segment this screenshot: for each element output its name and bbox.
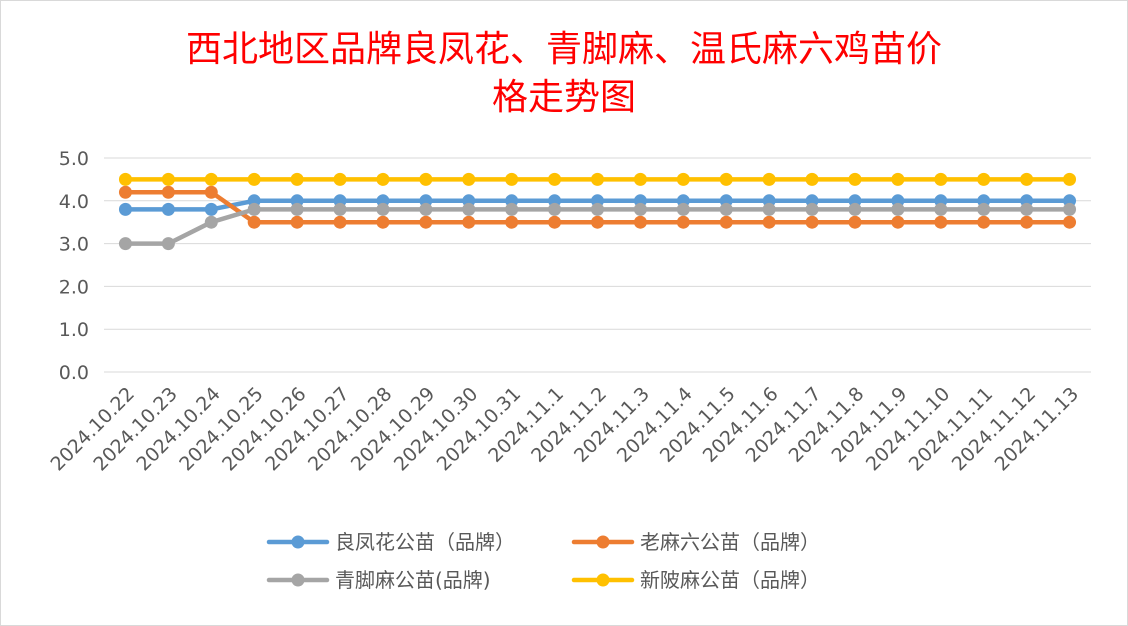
data-point: [1063, 172, 1077, 186]
data-point: [676, 172, 690, 186]
data-point: [719, 215, 733, 229]
data-point: [633, 172, 647, 186]
y-tick-label: 1.0: [59, 319, 89, 341]
data-point: [848, 172, 862, 186]
data-point: [1020, 202, 1034, 216]
data-point: [676, 202, 690, 216]
series-group: [118, 172, 1077, 251]
data-point: [376, 202, 390, 216]
data-point: [376, 172, 390, 186]
data-point: [633, 215, 647, 229]
data-point: [891, 215, 905, 229]
data-point: [934, 172, 948, 186]
data-point: [591, 202, 604, 216]
data-point: [676, 215, 690, 229]
data-point: [762, 215, 776, 229]
data-point: [505, 202, 519, 216]
data-point: [977, 202, 991, 216]
y-tick-label: 3.0: [59, 234, 89, 256]
data-point: [247, 172, 261, 186]
data-point: [204, 202, 218, 216]
data-point: [333, 202, 347, 216]
data-point: [1020, 172, 1034, 186]
data-point: [548, 215, 562, 229]
data-point: [934, 202, 948, 216]
y-tick-label: 2.0: [59, 276, 89, 298]
data-point: [419, 202, 433, 216]
data-point: [762, 202, 776, 216]
data-point: [204, 215, 218, 229]
legend-label: 新陂麻公苗（品牌）: [640, 568, 820, 592]
data-point: [462, 172, 476, 186]
legend-label: 老麻六公苗（品牌）: [640, 530, 820, 554]
x-axis: 2024.10.222024.10.232024.10.242024.10.25…: [47, 383, 1084, 475]
data-point: [934, 215, 948, 229]
legend: 良凤花公苗（品牌） 老麻六公苗（品牌） 青脚麻公苗(品牌) 新陂麻公苗（品牌）: [266, 530, 820, 592]
data-point: [462, 202, 476, 216]
data-point: [161, 172, 175, 186]
legend-item-3: 新陂麻公苗（品牌）: [571, 568, 820, 592]
data-point: [591, 215, 604, 229]
legend-label: 青脚麻公苗(品牌): [335, 568, 491, 592]
data-point: [977, 215, 991, 229]
legend-item-1: 老麻六公苗（品牌）: [571, 530, 820, 554]
data-point: [1063, 202, 1077, 216]
y-axis: 0.0 1.0 2.0 3.0 4.0 5.0: [59, 148, 89, 384]
data-point: [591, 172, 604, 186]
data-point: [419, 215, 433, 229]
y-tick-label: 5.0: [59, 148, 89, 170]
data-point: [419, 172, 433, 186]
data-point: [633, 202, 647, 216]
legend-label: 良凤花公苗（品牌）: [335, 530, 515, 554]
data-point: [118, 172, 132, 186]
data-point: [462, 215, 476, 229]
chart-title-line-1: 西北地区品牌良凤花、青脚麻、温氏麻六鸡苗价: [186, 29, 942, 70]
data-point: [161, 237, 175, 251]
y-tick-label: 0.0: [59, 362, 89, 384]
legend-marker: [291, 535, 305, 549]
data-point: [891, 202, 905, 216]
data-point: [161, 185, 175, 199]
data-point: [333, 172, 347, 186]
data-point: [204, 185, 218, 199]
y-tick-label: 4.0: [59, 191, 89, 213]
data-point: [1020, 215, 1034, 229]
data-point: [290, 172, 304, 186]
data-point: [290, 202, 304, 216]
data-point: [548, 202, 562, 216]
data-point: [719, 172, 733, 186]
data-point: [805, 172, 819, 186]
data-point: [161, 202, 175, 216]
data-point: [891, 172, 905, 186]
data-point: [848, 202, 862, 216]
data-point: [848, 215, 862, 229]
data-point: [977, 172, 991, 186]
data-point: [719, 202, 733, 216]
gridlines: [104, 157, 1091, 373]
data-point: [247, 215, 261, 229]
legend-marker: [596, 535, 610, 549]
data-point: [204, 172, 218, 186]
data-point: [118, 185, 132, 199]
data-point: [805, 215, 819, 229]
data-point: [1063, 215, 1077, 229]
legend-marker: [291, 573, 305, 587]
data-point: [762, 172, 776, 186]
data-point: [247, 202, 261, 216]
data-point: [548, 172, 562, 186]
data-point: [376, 215, 390, 229]
data-point: [505, 172, 519, 186]
data-point: [118, 237, 132, 251]
data-point: [333, 215, 347, 229]
legend-item-2: 青脚麻公苗(品牌): [266, 568, 491, 592]
data-point: [118, 202, 132, 216]
data-point: [805, 202, 819, 216]
legend-marker: [596, 573, 610, 587]
legend-item-0: 良凤花公苗（品牌）: [266, 530, 515, 554]
data-point: [290, 215, 304, 229]
data-point: [505, 215, 519, 229]
chart-title-line-2: 格走势图: [492, 77, 636, 118]
